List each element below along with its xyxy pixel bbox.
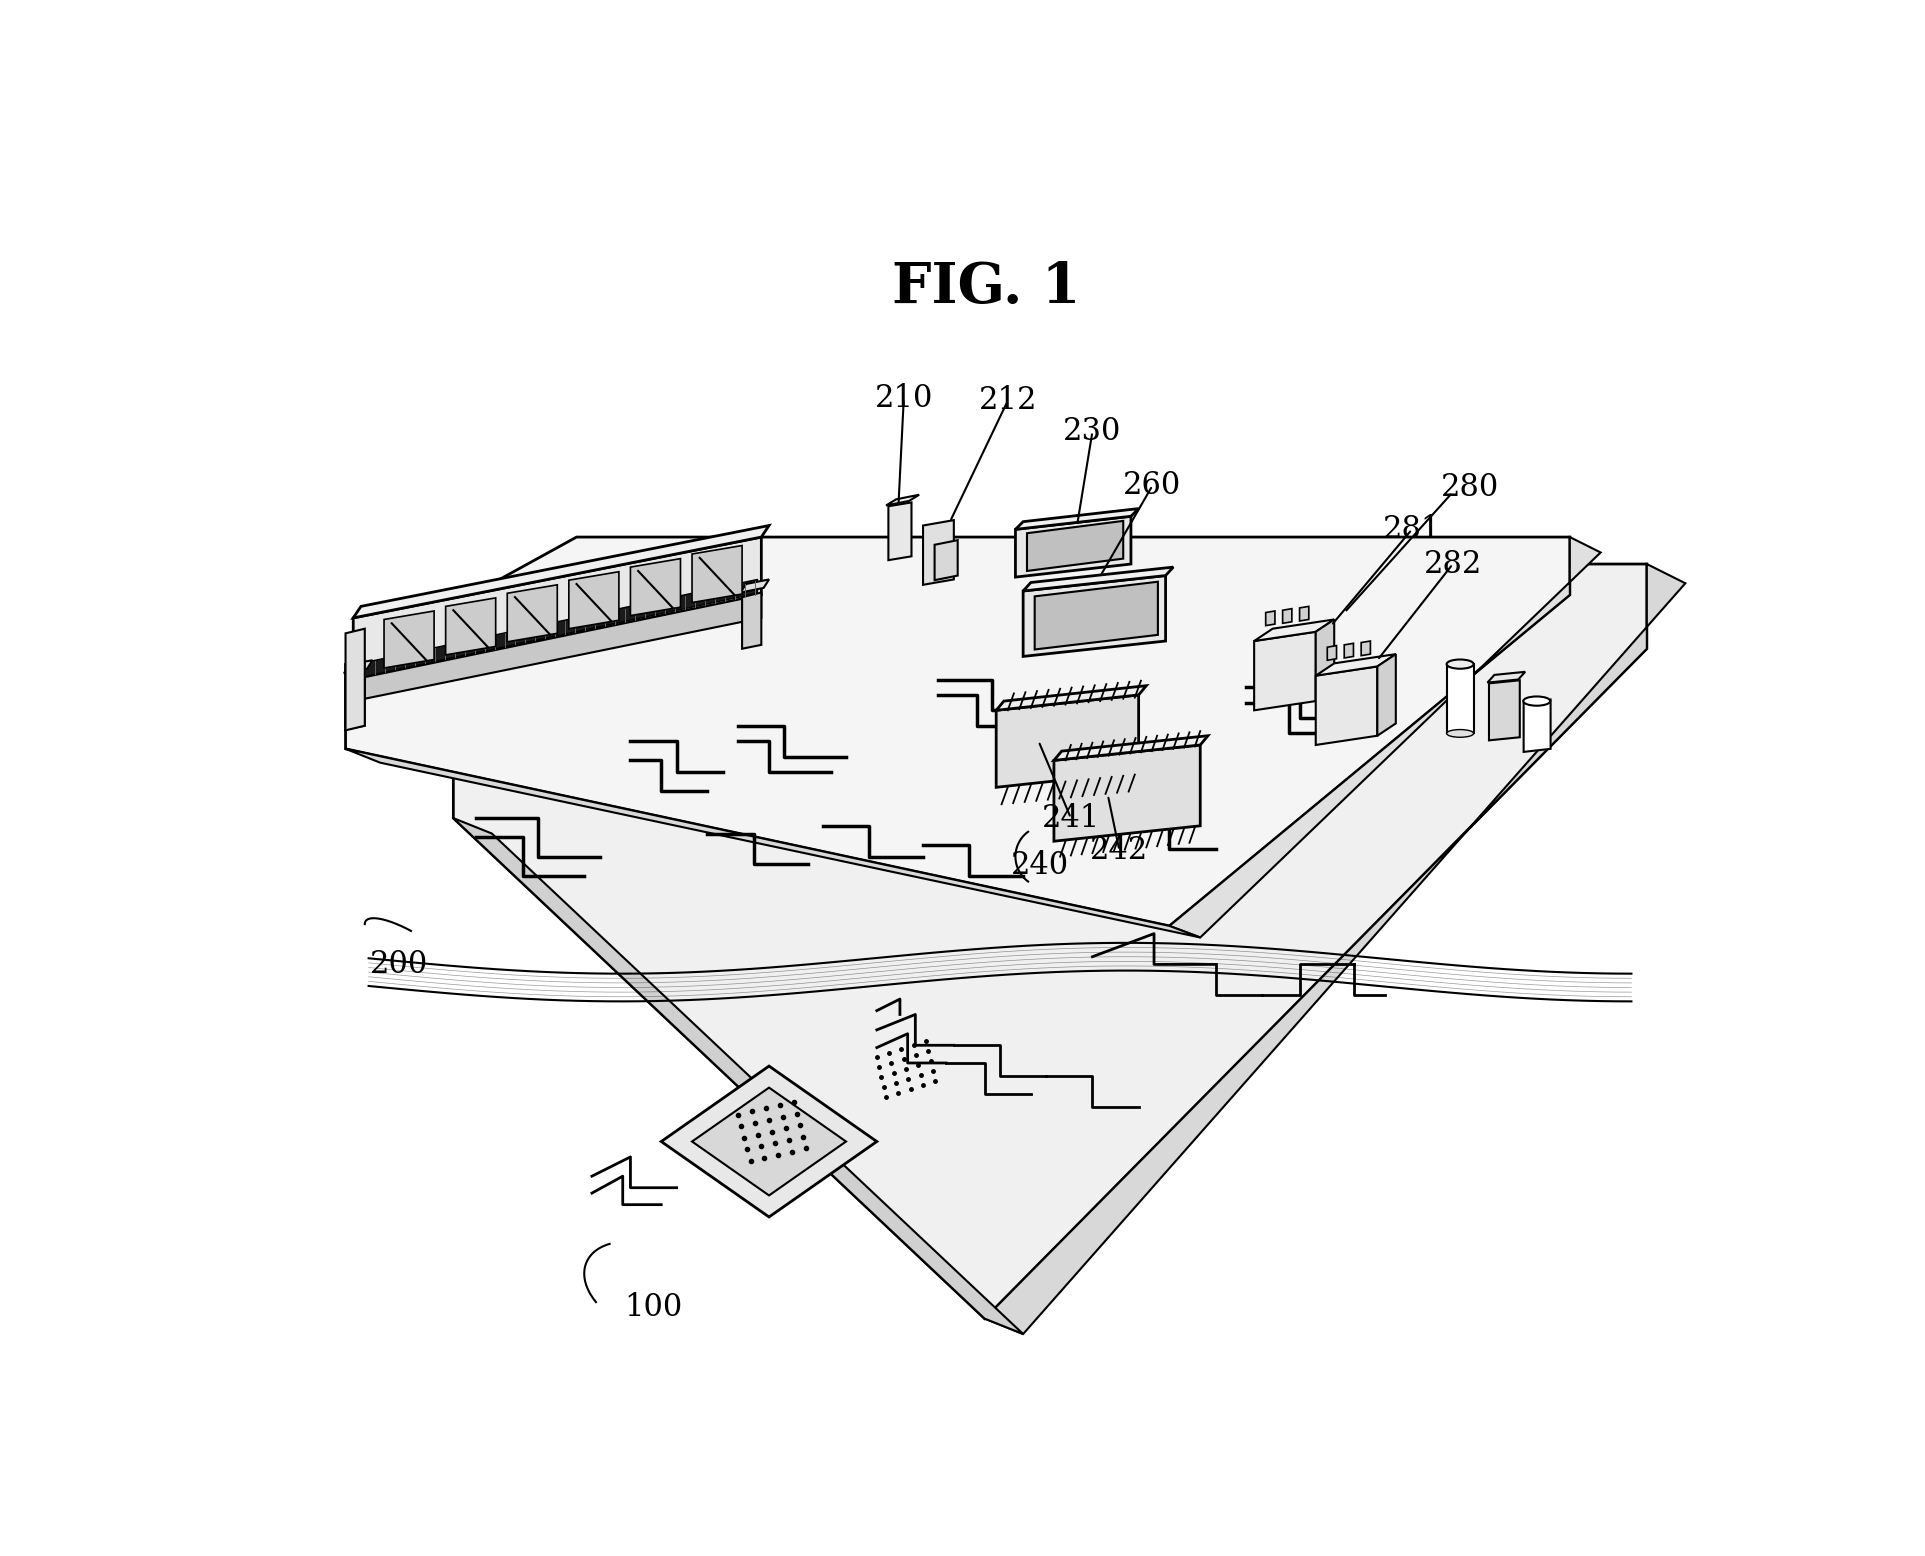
Polygon shape — [345, 660, 372, 674]
Polygon shape — [743, 593, 762, 649]
Polygon shape — [345, 674, 364, 730]
Polygon shape — [570, 571, 620, 629]
Polygon shape — [1255, 632, 1317, 711]
Polygon shape — [445, 598, 497, 655]
Polygon shape — [506, 585, 558, 641]
Polygon shape — [997, 686, 1147, 711]
Polygon shape — [924, 520, 955, 585]
Text: 200: 200 — [370, 949, 429, 980]
Polygon shape — [1299, 607, 1309, 621]
Text: 280: 280 — [1440, 471, 1500, 503]
Ellipse shape — [1523, 697, 1550, 706]
Polygon shape — [1317, 654, 1396, 675]
Text: FIG. 1: FIG. 1 — [891, 260, 1080, 314]
Polygon shape — [889, 503, 912, 560]
Text: 242: 242 — [1090, 836, 1149, 867]
Text: 240: 240 — [1011, 851, 1068, 881]
Polygon shape — [1255, 619, 1334, 641]
Polygon shape — [1344, 643, 1353, 658]
Polygon shape — [352, 537, 762, 680]
Polygon shape — [693, 1088, 847, 1195]
Ellipse shape — [1448, 660, 1475, 669]
Polygon shape — [1490, 680, 1521, 741]
Polygon shape — [741, 579, 770, 593]
Polygon shape — [352, 526, 770, 618]
Polygon shape — [1361, 641, 1371, 655]
Text: 100: 100 — [624, 1291, 683, 1323]
Polygon shape — [986, 563, 1686, 1333]
Polygon shape — [352, 594, 762, 702]
Polygon shape — [1024, 566, 1174, 591]
Text: 260: 260 — [1124, 470, 1182, 501]
Polygon shape — [1016, 517, 1132, 577]
Polygon shape — [1055, 736, 1209, 761]
Polygon shape — [454, 563, 1648, 1318]
Polygon shape — [1448, 664, 1475, 733]
Polygon shape — [345, 629, 364, 730]
Polygon shape — [1378, 654, 1396, 736]
Polygon shape — [662, 1066, 878, 1217]
Polygon shape — [356, 579, 758, 678]
Polygon shape — [383, 612, 433, 668]
Polygon shape — [454, 818, 1024, 1333]
Polygon shape — [1267, 612, 1274, 626]
Polygon shape — [1317, 666, 1378, 745]
Ellipse shape — [1448, 730, 1475, 738]
Text: 241: 241 — [1041, 803, 1099, 834]
Polygon shape — [1024, 576, 1167, 657]
Text: 282: 282 — [1424, 549, 1482, 579]
Polygon shape — [997, 696, 1140, 787]
Polygon shape — [1170, 537, 1602, 937]
Polygon shape — [936, 540, 959, 580]
Polygon shape — [1317, 619, 1334, 702]
Polygon shape — [886, 495, 920, 506]
Polygon shape — [345, 537, 1571, 926]
Polygon shape — [1016, 509, 1140, 529]
Polygon shape — [1055, 745, 1201, 842]
Text: 230: 230 — [1063, 415, 1122, 447]
Text: 281: 281 — [1382, 513, 1442, 545]
Polygon shape — [693, 546, 743, 602]
Polygon shape — [1328, 646, 1336, 660]
Polygon shape — [1282, 608, 1292, 624]
Polygon shape — [631, 559, 681, 616]
Polygon shape — [1525, 700, 1552, 752]
Polygon shape — [345, 748, 1201, 937]
Polygon shape — [1488, 672, 1525, 683]
Text: 212: 212 — [978, 386, 1038, 417]
Polygon shape — [1036, 582, 1159, 649]
Polygon shape — [1028, 521, 1124, 571]
Text: 210: 210 — [874, 383, 934, 414]
